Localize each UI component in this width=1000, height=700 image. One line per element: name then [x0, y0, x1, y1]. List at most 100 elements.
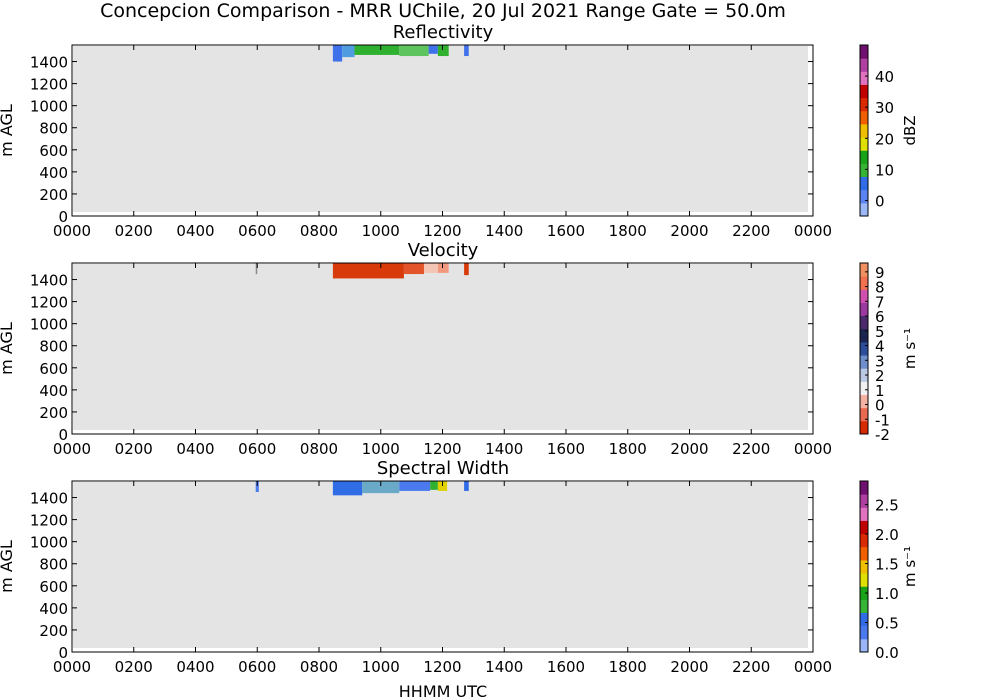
x-tick-label: 1000	[362, 658, 400, 676]
echo-block	[255, 481, 259, 493]
x-tick-label: 2200	[732, 222, 770, 240]
colorbar-segment	[860, 533, 868, 548]
echo-block	[332, 263, 404, 279]
echo-block	[399, 481, 431, 491]
colorbar-segment	[860, 355, 868, 369]
y-tick-label: 1400	[30, 272, 68, 290]
y-tick-label: 800	[39, 338, 68, 356]
colorbar-tick-label: 0.0	[875, 644, 899, 662]
colorbar-segment	[860, 189, 868, 204]
echo-block	[342, 45, 355, 58]
y-tick-label: 800	[39, 120, 68, 138]
x-tick-label: 0400	[176, 222, 214, 240]
echo-block	[332, 481, 363, 496]
echo-block	[332, 45, 343, 62]
y-axis-label: m AGL	[0, 540, 16, 593]
colorbar-segment	[860, 420, 868, 435]
x-tick-label: 0000	[53, 222, 91, 240]
colorbar-tick-label: 0	[875, 397, 885, 415]
colorbar-tick-label: 1.0	[875, 585, 899, 603]
y-tick-label: 0	[58, 208, 68, 226]
x-tick-label: 2200	[732, 440, 770, 458]
x-tick-label: 1400	[485, 658, 523, 676]
colorbar-segment	[860, 71, 868, 85]
x-axis-label: HHMM UTC	[399, 682, 487, 700]
colorbar-segment	[860, 302, 868, 317]
panel-3: Spectral Width02004006008001000120014000…	[0, 458, 919, 676]
colorbar-segment	[860, 612, 868, 627]
colorbar-segment	[860, 573, 868, 587]
colorbar-segment	[860, 315, 868, 330]
x-tick-label: 0800	[300, 658, 338, 676]
colorbar-segment	[860, 150, 868, 164]
colorbar-tick-label: 0	[875, 192, 885, 210]
colorbar-tick-label: 6	[875, 308, 885, 326]
x-tick-label: 1400	[485, 222, 523, 240]
colorbar-frame	[859, 480, 869, 653]
colorbar-segment	[860, 276, 868, 290]
panel-title: Spectral Width	[377, 458, 509, 479]
x-tick-label: 1400	[485, 440, 523, 458]
no-data-fill	[73, 46, 808, 212]
x-tick-label: 0000	[794, 440, 832, 458]
colorbar-label: m s⁻¹	[901, 546, 919, 587]
x-tick-label: 0200	[115, 222, 153, 240]
x-tick-label: 0000	[53, 658, 91, 676]
y-tick-label: 400	[39, 382, 68, 400]
colorbar-segment	[860, 481, 868, 495]
colorbar-segment	[860, 381, 868, 396]
y-tick-label: 0	[58, 644, 68, 662]
x-tick-label: 1800	[609, 440, 647, 458]
colorbar-segment	[860, 507, 868, 521]
colorbar-tick-label: 40	[875, 68, 894, 86]
colorbar-tick-label: -1	[875, 411, 890, 429]
x-tick-label: 1000	[362, 440, 400, 458]
y-tick-label: 200	[39, 622, 68, 640]
x-tick-label: 0000	[794, 222, 832, 240]
x-tick-label: 2200	[732, 658, 770, 676]
echo-block	[437, 263, 449, 273]
colorbar-segment	[860, 520, 868, 535]
echo-block	[464, 263, 469, 276]
x-tick-label: 0800	[300, 440, 338, 458]
colorbar-segment	[860, 559, 868, 574]
colorbar-segment	[860, 394, 868, 409]
x-tick-label: 1000	[362, 222, 400, 240]
x-tick-label: 0600	[238, 222, 276, 240]
colorbar-segment	[860, 58, 868, 72]
y-tick-label: 200	[39, 186, 68, 204]
colorbar-segment	[860, 123, 868, 138]
colorbar-segment	[860, 263, 868, 277]
colorbar-segment	[860, 328, 868, 343]
colorbar-segment	[860, 137, 868, 151]
echo-block	[423, 263, 438, 273]
x-tick-label: 0200	[115, 440, 153, 458]
y-tick-label: 1400	[30, 54, 68, 72]
colorbar-segment	[860, 368, 868, 382]
colorbar-frame	[859, 262, 869, 435]
x-tick-label: 0000	[794, 658, 832, 676]
x-tick-label: 1600	[547, 222, 585, 240]
x-tick-label: 1200	[423, 222, 461, 240]
x-tick-label: 0600	[238, 440, 276, 458]
y-tick-label: 600	[39, 360, 68, 378]
colorbar-tick-label: 20	[875, 130, 894, 148]
x-tick-label: 1200	[423, 440, 461, 458]
echo-block	[255, 263, 258, 275]
colorbar-segment	[860, 163, 868, 178]
colorbar-tick-label: 7	[875, 293, 885, 311]
echo-block	[428, 45, 438, 54]
y-tick-label: 800	[39, 556, 68, 574]
colorbar-tick-label: 5	[875, 323, 885, 341]
colorbar-segment	[860, 586, 868, 600]
colorbar-tick-label: 10	[875, 161, 894, 179]
colorbar-label: m s⁻¹	[901, 328, 919, 369]
colorbar-tick-label: 2.5	[875, 497, 899, 515]
colorbar-tick-label: -2	[875, 426, 890, 444]
no-data-fill	[73, 482, 808, 648]
colorbar-segment	[860, 599, 868, 614]
colorbar-tick-label: 0.5	[875, 615, 899, 633]
colorbar-segment	[860, 84, 868, 99]
